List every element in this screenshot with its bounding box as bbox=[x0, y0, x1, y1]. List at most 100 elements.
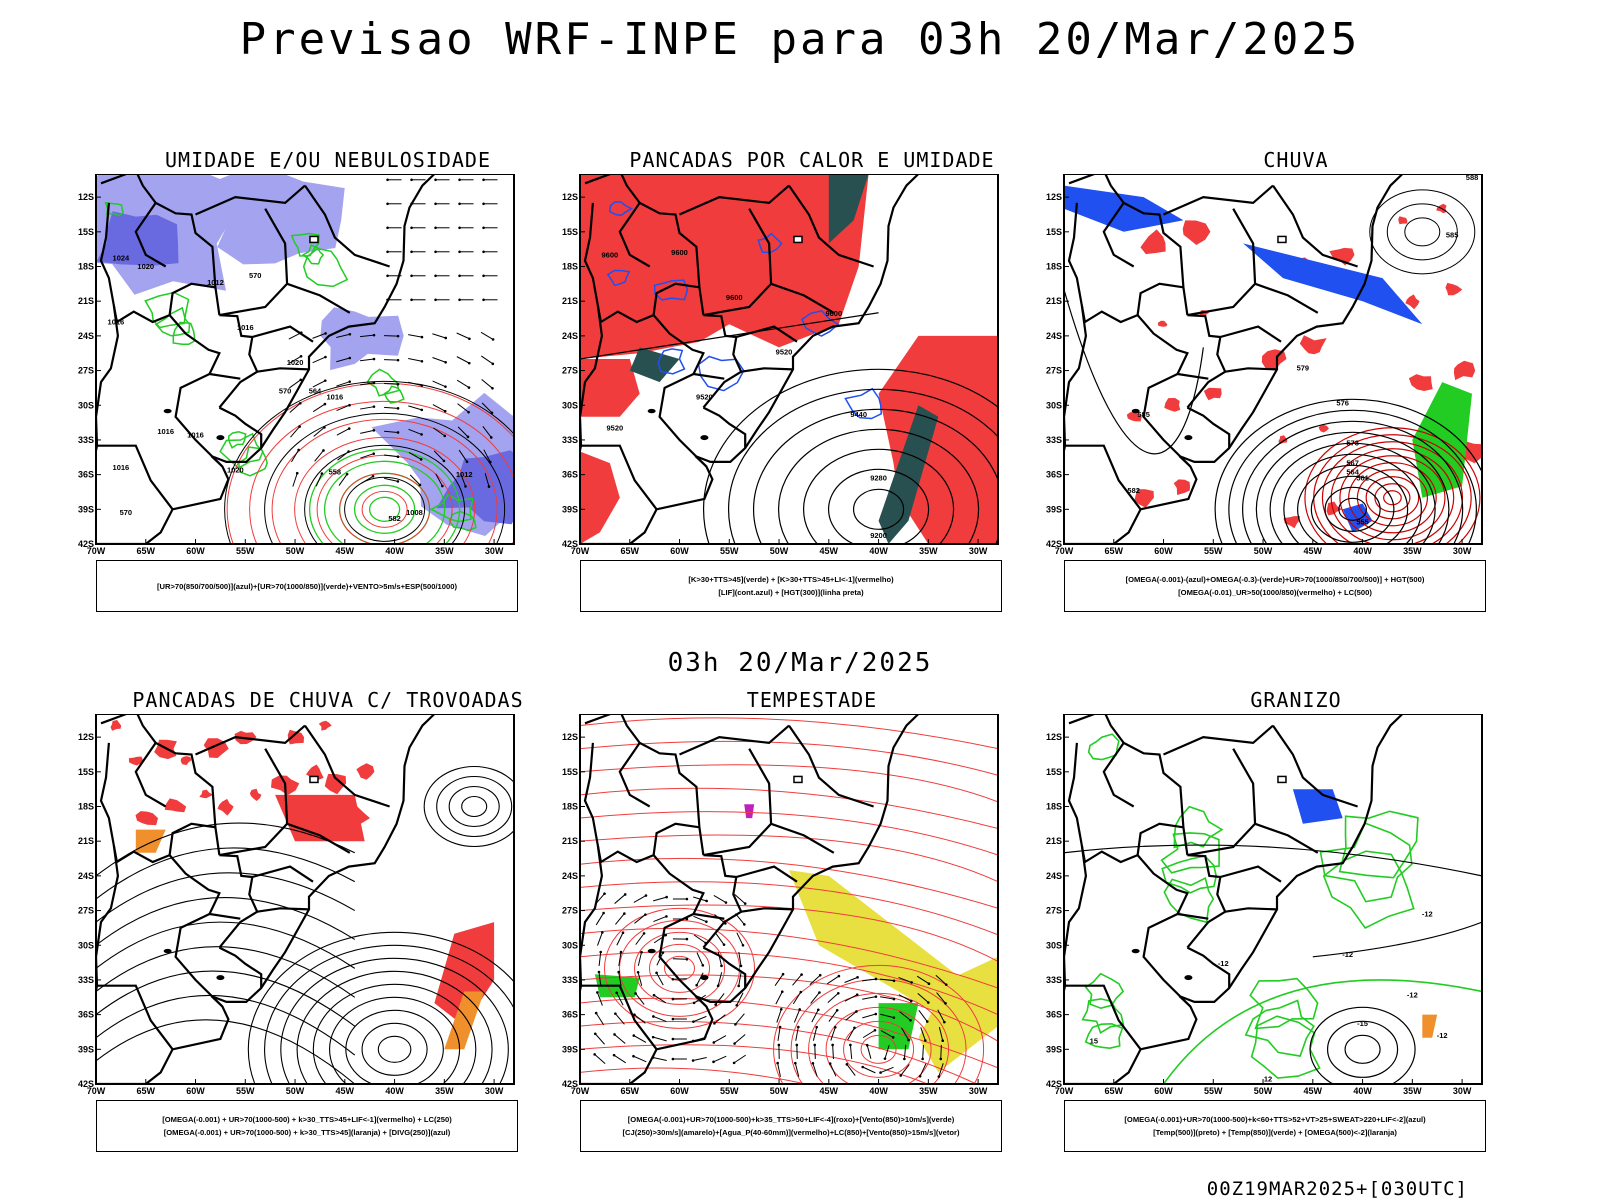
lon-label: 70W bbox=[1055, 1086, 1074, 1096]
hgt300-contour bbox=[852, 488, 905, 530]
wind-arrow bbox=[792, 991, 802, 1005]
wind-arrow bbox=[384, 406, 399, 409]
wind-arrow bbox=[916, 975, 930, 985]
country-border bbox=[97, 444, 174, 510]
wind-arrow bbox=[432, 380, 446, 388]
country-border bbox=[1068, 714, 1189, 856]
country-border bbox=[257, 367, 310, 373]
contour-label: 579 bbox=[1297, 364, 1310, 373]
water-contour bbox=[580, 764, 998, 803]
lat-label: 24S bbox=[562, 871, 578, 881]
country-border bbox=[652, 854, 725, 920]
lon-label: 50W bbox=[770, 546, 789, 556]
lif-contour bbox=[844, 387, 883, 420]
wind-arrow bbox=[696, 952, 704, 966]
map-frame bbox=[1063, 714, 1483, 1085]
wind-arrow bbox=[336, 357, 350, 363]
wind-arrow-head bbox=[899, 1074, 903, 1077]
run-timestamp: 00Z19MAR2025+[030UTC] bbox=[1206, 1178, 1468, 1200]
lon-label: 60W bbox=[186, 1086, 205, 1096]
wind-arrow-head bbox=[671, 1037, 675, 1041]
lat-label: 21S bbox=[1046, 296, 1062, 306]
wind-arrow-head bbox=[661, 951, 665, 954]
country-border bbox=[702, 314, 743, 409]
wind-arrow-head bbox=[323, 402, 327, 406]
red-storm-area bbox=[275, 794, 365, 842]
blue-omega-area bbox=[1243, 243, 1423, 325]
lat-label: 33S bbox=[562, 975, 578, 985]
wind-arrow bbox=[288, 355, 302, 364]
contour-label: 588 bbox=[1466, 174, 1479, 182]
streamline bbox=[96, 897, 356, 946]
wind-arrow-head bbox=[716, 984, 720, 988]
lon-label: 45W bbox=[336, 1086, 355, 1096]
country-border bbox=[174, 373, 224, 468]
wind-arrow-head bbox=[482, 274, 485, 278]
water-contour bbox=[580, 834, 998, 883]
country-border bbox=[218, 946, 263, 988]
country-border bbox=[618, 742, 651, 808]
lat-label: 39S bbox=[562, 1044, 578, 1054]
lat-label: 15S bbox=[1046, 227, 1062, 237]
lake-mark bbox=[163, 948, 172, 954]
wind-arrow-head bbox=[458, 274, 461, 278]
lat-label: 30S bbox=[1046, 940, 1062, 950]
wind-arrow-head bbox=[925, 1020, 929, 1023]
lon-label: 45W bbox=[820, 546, 839, 556]
wind-arrow bbox=[432, 404, 446, 412]
orange-omega-area bbox=[1422, 1014, 1438, 1038]
wind-arrow-head bbox=[780, 990, 784, 994]
lif-contour bbox=[606, 269, 631, 287]
map-granizo[interactable]: -12 -12 -12 -12 -15 15 12 -12 12S 15S 18S 21S 24S 27S… bbox=[1046, 714, 1566, 1104]
wind-arrow bbox=[312, 403, 326, 413]
wind-arrow-head bbox=[466, 435, 470, 439]
temp500-contour bbox=[1326, 1020, 1399, 1078]
legend-line-1: [K>30+TTS>45](verde) + [K>30+TTS>45+LI<-… bbox=[688, 575, 894, 584]
streamline bbox=[436, 775, 513, 838]
contour-label: 555 bbox=[1356, 517, 1369, 526]
lat-label: 30S bbox=[562, 940, 578, 950]
wind-arrow-head bbox=[396, 407, 400, 410]
map-frame bbox=[95, 174, 515, 545]
country-border bbox=[1225, 907, 1278, 913]
red-rain-area bbox=[1299, 335, 1327, 355]
wind-arrow bbox=[637, 952, 643, 966]
contour-label: 1024 bbox=[113, 254, 131, 263]
map-umidade[interactable]: 1024 1020 1012 1016 1016 1016 1020 1016 1016 1012… bbox=[78, 174, 598, 564]
contour-label: 1016 bbox=[237, 323, 254, 332]
wind-arrow bbox=[598, 951, 602, 967]
wind-arrow-head bbox=[799, 990, 803, 994]
lon-label: 30W bbox=[485, 546, 504, 556]
contour-label: 564 bbox=[1346, 468, 1359, 477]
wind-arrow bbox=[792, 974, 802, 986]
wind-arrow bbox=[598, 971, 602, 987]
lon-label: 70W bbox=[87, 546, 106, 556]
lif-contour bbox=[697, 355, 745, 392]
wind-arrow-head bbox=[482, 298, 485, 302]
wind-arrow bbox=[291, 449, 300, 463]
lon-label: 35W bbox=[435, 1086, 454, 1096]
lake-mark bbox=[700, 975, 709, 981]
map-pancadas-calor[interactable]: 9600 9600 9600 9520 9520 9600 9440 9520 9280 9200… bbox=[562, 174, 1082, 564]
water-contour bbox=[580, 881, 998, 936]
temp850-contour bbox=[1338, 810, 1419, 879]
wind-arrow-head bbox=[743, 923, 746, 926]
coastline bbox=[1064, 174, 1404, 544]
wind-arrow-head bbox=[458, 250, 461, 254]
legend-line-1: [OMEGA(-0.001) + UR>70(1000-500) + k>30_… bbox=[162, 1115, 452, 1124]
lat-label: 39S bbox=[78, 1044, 94, 1054]
humidity-blue-area bbox=[320, 307, 404, 371]
wind-arrow-head bbox=[348, 332, 352, 336]
wind-arrow bbox=[595, 912, 605, 926]
lake-mark bbox=[216, 435, 225, 441]
legend-line-2: [Temp(500)](preto) + [Temp(850)](verde) … bbox=[1153, 1128, 1397, 1137]
wind-arrow-head bbox=[441, 484, 444, 488]
lat-label: 12S bbox=[1046, 732, 1062, 742]
wind-arrow-head bbox=[853, 1026, 856, 1030]
wind-arrow bbox=[862, 978, 877, 982]
temp850-contour bbox=[1322, 850, 1415, 930]
country-border bbox=[100, 714, 221, 856]
